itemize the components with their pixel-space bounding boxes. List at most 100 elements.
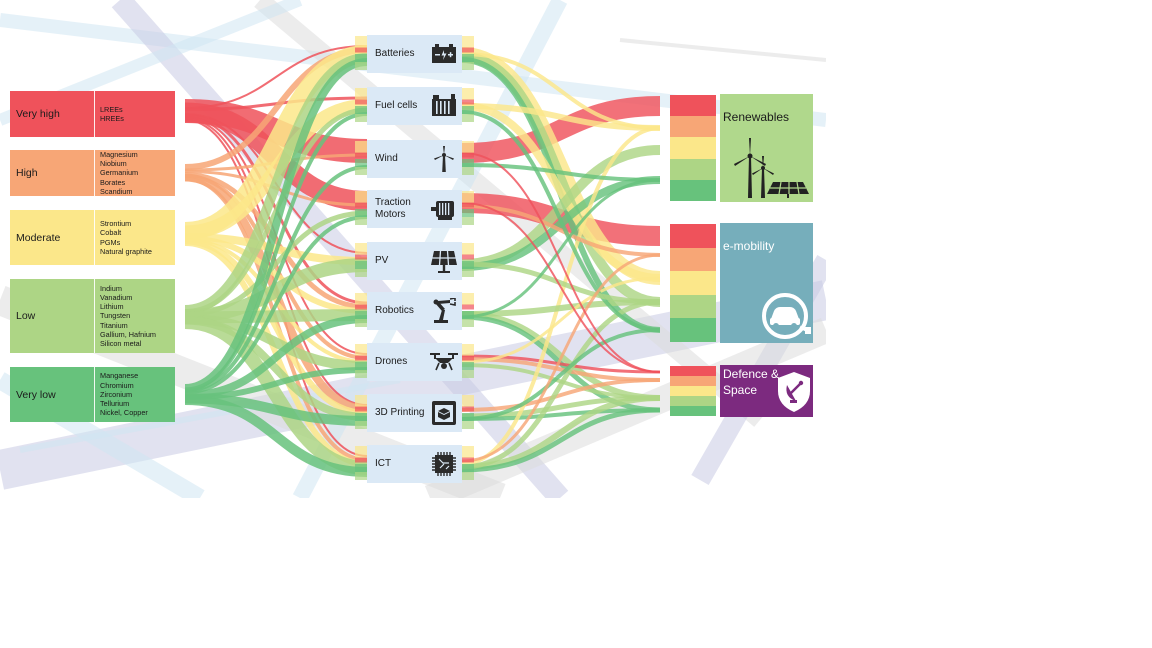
- sector-label: e-mobility: [723, 239, 775, 253]
- material-label: Nickel, Copper: [100, 408, 148, 418]
- solar-panel-icon: [431, 250, 457, 273]
- tech-label: ICT: [375, 458, 392, 469]
- material-label: Borates: [100, 177, 126, 187]
- material-label: Chromium: [100, 380, 134, 390]
- flow-tech-to-sector: [461, 163, 661, 182]
- flow-risk-to-tech: [184, 45, 368, 109]
- flow-tech-to-sector: [461, 354, 661, 374]
- risk-box-high: High Magnesium Niobium Germanium Borates…: [10, 150, 175, 196]
- flow-risk-to-tech: [184, 165, 368, 393]
- material-label: Titanium: [100, 320, 128, 330]
- tech-label: Batteries: [375, 48, 415, 59]
- robot-arm-icon: [433, 298, 456, 323]
- tech-label: 3D Printing: [375, 407, 425, 418]
- material-label: Silicon metal: [100, 339, 142, 348]
- flow-tech-to-sector: [461, 178, 661, 319]
- defence-space-risk-stack: [670, 366, 716, 416]
- material-label: PGMs: [100, 237, 121, 247]
- fuel-cell-icon: [432, 94, 456, 116]
- flow-tech-to-sector: [461, 102, 661, 282]
- tech-label: Drones: [375, 356, 408, 367]
- flow-tech-to-sector: [461, 52, 661, 307]
- traction-motor-icon: [431, 201, 454, 220]
- tech-box-ict: ICT: [367, 445, 462, 483]
- battery-icon: [432, 44, 456, 63]
- material-label: Niobium: [100, 159, 127, 169]
- 3d-printer-icon: [432, 401, 456, 425]
- material-label: Zirconium: [100, 389, 133, 399]
- material-label: Germanium: [100, 168, 139, 178]
- material-label: HREEs: [100, 114, 124, 123]
- risk-level-label: Moderate: [16, 231, 61, 244]
- tech-box-batteries: Batteries: [367, 35, 462, 73]
- material-label: Manganese: [100, 371, 139, 381]
- material-label: Indium: [100, 283, 122, 293]
- flow-tech-to-sector: [461, 261, 661, 305]
- material-label: Strontium: [100, 219, 132, 229]
- flow-tech-to-sector: [461, 110, 661, 332]
- tech-box-fuel-cells: Fuel cells: [367, 87, 462, 125]
- flow-tech-to-sector: [461, 126, 661, 466]
- renewables-risk-stack: [670, 95, 716, 202]
- sector-label: Defence & Space: [723, 367, 780, 397]
- tech-label: Traction Motors: [375, 197, 411, 220]
- tech-label: Fuel cells: [375, 100, 418, 111]
- flow-tech-to-sector: [461, 276, 661, 364]
- sector-box-defence-space: Defence & Space: [720, 365, 813, 417]
- tech-label: Robotics: [375, 305, 414, 316]
- satellite-shield-icon: [778, 372, 810, 412]
- flow-risk-to-tech: [184, 99, 368, 240]
- flow-tech-to-sector: [461, 378, 661, 412]
- sector-label: Renewables: [723, 110, 790, 124]
- flow-tech-to-sector: [461, 328, 661, 421]
- risk-material-list: Strontium Cobalt PGMs Natural graphite: [95, 210, 175, 265]
- risk-level-label: Very high: [16, 108, 60, 120]
- material-label: Scandium: [100, 186, 133, 196]
- risk-material-list: Magnesium Niobium Germanium Borates Scan…: [95, 150, 175, 196]
- material-label: Tellurium: [100, 399, 130, 409]
- flow-risk-to-tech: [184, 58, 368, 392]
- flow-ribbons: [184, 36, 661, 480]
- microchip-icon: [432, 452, 456, 476]
- wind-turbine-icon: [434, 146, 454, 172]
- material-label: LREEs: [100, 104, 123, 114]
- risk-box-low: Low Indium Vanadium Lithium Tungsten Tit…: [10, 279, 175, 353]
- flow-tech-to-sector: [461, 204, 661, 257]
- flow-tech-to-sector: [461, 407, 661, 473]
- electric-car-icon: [762, 293, 811, 339]
- flow-risk-to-tech: [184, 215, 368, 395]
- flow-tech-to-sector: [461, 152, 661, 373]
- risk-material-list: Indium Vanadium Lithium Tungsten Titaniu…: [95, 279, 175, 353]
- flow-tech-to-sector: [461, 253, 661, 463]
- risk-material-list: LREEs HREEs: [95, 91, 175, 137]
- risk-level-label: High: [16, 167, 38, 179]
- e-mobility-risk-stack: [670, 224, 716, 342]
- background-band: [619, 38, 826, 62]
- flow-risk-to-tech: [184, 210, 368, 317]
- sector-box-e-mobility: e-mobility: [720, 223, 813, 343]
- flow-tech-to-sector: [461, 145, 661, 269]
- risk-box-very-low: Very low Manganese Chromium Zirconium Te…: [10, 367, 175, 422]
- risk-box-very-high: Very high LREEs HREEs: [10, 91, 175, 137]
- flow-risk-to-tech: [184, 112, 368, 392]
- tech-box-drones: Drones: [367, 343, 462, 381]
- tech-box-wind: Wind: [367, 140, 462, 178]
- wind-solar-icon: [734, 138, 809, 198]
- material-label: Gallium, Hafnium: [100, 329, 156, 339]
- tech-box-traction-motors: Traction Motors: [367, 190, 462, 228]
- material-label: Cobalt: [100, 228, 122, 238]
- tech-label: PV: [375, 255, 389, 266]
- risk-level-label: Very low: [16, 388, 56, 401]
- tech-box-3d-printing: 3D Printing: [367, 394, 462, 432]
- tech-box-robotics: Robotics: [367, 292, 462, 330]
- flow-tech-to-sector: [461, 299, 661, 470]
- risk-material-list: Manganese Chromium Zirconium Tellurium N…: [95, 367, 175, 422]
- flow-tech-to-sector: [461, 202, 661, 373]
- flow-risk-to-tech: [184, 395, 368, 477]
- tech-label: Wind: [375, 153, 398, 164]
- flow-tech-to-sector: [461, 103, 661, 131]
- flow-risk-to-tech: [184, 315, 368, 400]
- flow-risk-to-tech: [184, 172, 368, 310]
- sector-box-renewables: Renewables: [720, 94, 813, 202]
